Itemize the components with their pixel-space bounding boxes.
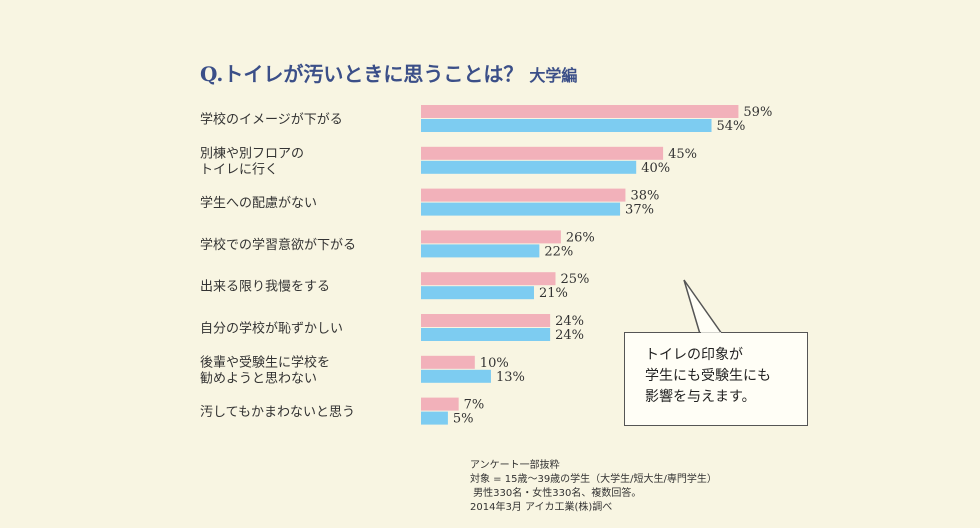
- data-label: 45%: [668, 147, 697, 162]
- data-label: 24%: [555, 328, 584, 343]
- survey-notes: アンケート一部抜粋 対象 = 15歳～39歳の学生（大学生/短大生/専門学生） …: [470, 459, 717, 515]
- data-label: 26%: [566, 230, 595, 245]
- category-label: 別棟や別フロアの: [200, 146, 304, 161]
- bar-series-pink: [421, 188, 626, 202]
- bar-series-pink: [421, 105, 739, 118]
- note-line: アンケート一部抜粋: [470, 460, 560, 471]
- data-label: 59%: [743, 105, 772, 120]
- bar-series-pink: [421, 230, 561, 244]
- data-label: 7%: [464, 398, 485, 413]
- bar-series-pink: [421, 314, 551, 327]
- category-label: 汚してもかまわないと思う: [200, 405, 355, 420]
- data-label: 22%: [544, 244, 573, 259]
- note-line: 男性330名・女性330名、複数回答。: [470, 488, 642, 499]
- data-label: 38%: [630, 189, 659, 204]
- data-label: 40%: [641, 161, 670, 176]
- bar-series-pink: [421, 397, 459, 411]
- bar-series-blue: [421, 119, 712, 132]
- category-label: 出来る限り我慢をする: [200, 279, 330, 295]
- bar-series-pink: [421, 355, 475, 369]
- category-label: 学校での学習意欲が下がる: [200, 237, 356, 253]
- bar-series-pink: [421, 146, 664, 160]
- data-label: 54%: [717, 119, 746, 134]
- bar-series-blue: [421, 286, 534, 300]
- note-line: 対象 = 15歳～39歳の学生（大学生/短大生/専門学生）: [470, 474, 717, 485]
- title-question: Q.トイレが汚いときに思うことは？: [200, 62, 524, 86]
- category-label: 勧めようと思わない: [200, 370, 317, 386]
- bar-series-pink: [421, 272, 556, 286]
- bar-series-blue: [421, 411, 448, 425]
- bar-series-blue: [421, 244, 540, 258]
- bar-series-blue: [421, 369, 491, 383]
- data-label: 25%: [561, 272, 590, 287]
- data-label: 5%: [453, 412, 474, 427]
- data-label: 37%: [625, 203, 654, 218]
- data-label: 13%: [496, 370, 525, 385]
- note-line: 2014年3月 アイカ工業(株)調べ: [470, 502, 613, 513]
- category-label: 学生への配慮がない: [200, 195, 317, 211]
- data-label: 24%: [555, 314, 584, 329]
- category-label: 自分の学校が恥ずかしい: [200, 321, 343, 337]
- callout-line: 学生にも受験生にも: [645, 368, 771, 384]
- bar-series-blue: [421, 202, 621, 216]
- bar-series-blue: [421, 160, 637, 174]
- callout-line: 影響を与えます。: [645, 389, 756, 405]
- callout-line: トイレの印象が: [645, 347, 743, 363]
- category-label: 学校のイメージが下がる: [200, 112, 343, 128]
- chart-title: Q.トイレが汚いときに思うことは？ 大学編: [200, 58, 577, 87]
- category-label: トイレに行く: [200, 162, 278, 177]
- title-subtitle: 大学編: [529, 66, 578, 85]
- data-label: 21%: [539, 286, 568, 301]
- callout-box: トイレの印象が 学生にも受験生にも 影響を与えます。: [624, 332, 808, 426]
- bar-series-blue: [421, 328, 551, 341]
- data-label: 10%: [480, 356, 509, 371]
- category-label: 後輩や受験生に学校を: [200, 354, 330, 370]
